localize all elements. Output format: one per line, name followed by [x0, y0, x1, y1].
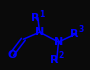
Text: N: N [54, 37, 63, 47]
Text: R: R [50, 55, 59, 65]
Text: N: N [35, 27, 44, 37]
Text: R: R [31, 13, 40, 22]
Text: R: R [70, 29, 79, 39]
Text: O: O [7, 50, 16, 60]
Text: 2: 2 [58, 52, 63, 60]
Text: 1: 1 [39, 10, 44, 19]
Text: 3: 3 [79, 25, 84, 34]
